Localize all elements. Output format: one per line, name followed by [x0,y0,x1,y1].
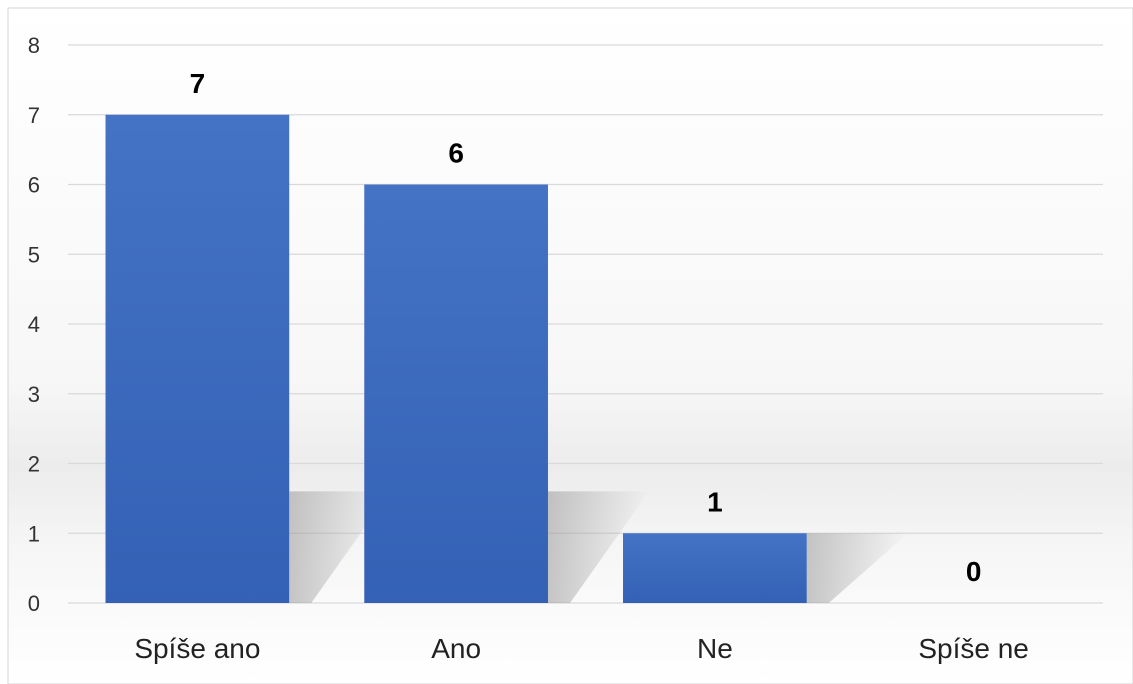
y-tick-label: 5 [28,242,40,267]
bar [623,533,807,603]
y-axis-tick-labels: 0 1 2 3 4 5 6 7 8 [28,33,40,616]
data-label: 7 [190,68,206,99]
data-labels: 7 6 1 0 [190,68,982,587]
bar [364,184,548,603]
data-label: 0 [966,556,982,587]
x-category-label: Spíše ano [134,633,260,664]
y-tick-label: 8 [28,33,40,58]
bar-shadow [806,533,908,603]
y-tick-label: 7 [28,103,40,128]
y-tick-label: 4 [28,312,40,337]
y-tick-label: 0 [28,591,40,616]
y-tick-label: 3 [28,382,40,407]
x-category-label: Ne [697,633,733,664]
x-category-label: Spíše ne [918,633,1029,664]
y-tick-label: 1 [28,521,40,546]
data-label: 1 [707,486,723,517]
y-tick-label: 6 [28,173,40,198]
data-label: 6 [448,138,464,169]
x-category-label: Ano [431,633,481,664]
y-tick-label: 2 [28,452,40,477]
x-axis-category-labels: Spíše ano Ano Ne Spíše ne [134,633,1029,664]
bars [105,114,807,603]
bar-shadow [547,491,650,603]
bar [105,114,290,603]
